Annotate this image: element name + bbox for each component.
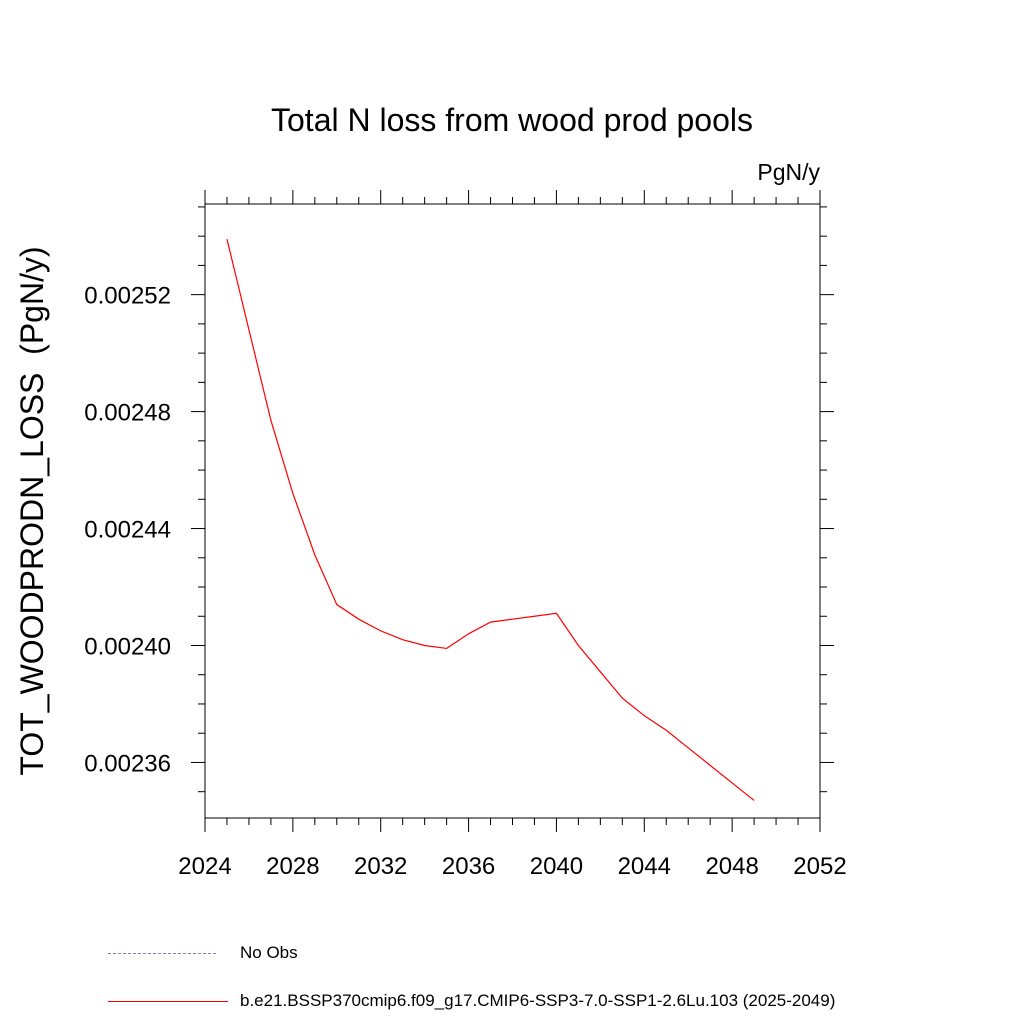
- y-tick-label: 0.00248: [84, 400, 171, 427]
- series-line: [226, 238, 755, 801]
- x-tick-labels: 2024 2028 2032 2036 2040 2044 2048 2052: [178, 853, 846, 880]
- y-tick-label: 0.00244: [84, 517, 171, 544]
- y-axis-label: TOT_WOODPRODN_LOSS (PgN/y): [14, 246, 50, 775]
- series-layer: [226, 238, 755, 801]
- plot-frame: [204, 203, 821, 819]
- y-tick-labels: 0.00236 0.00240 0.00244 0.00248 0.00252: [84, 283, 171, 778]
- y-tick-label: 0.00236: [84, 750, 171, 777]
- legend-label: b.e21.BSSP370cmip6.f09_g17.CMIP6-SSP3-7.…: [240, 991, 836, 1010]
- y-tick-label: 0.00240: [84, 633, 171, 660]
- x-tick-label: 2040: [530, 853, 583, 880]
- x-tick-label: 2048: [705, 853, 758, 880]
- legend-label: No Obs: [240, 943, 298, 962]
- legend-swatch-dashed: [108, 953, 216, 954]
- x-tick-label: 2024: [178, 853, 231, 880]
- x-tick-label: 2044: [618, 853, 671, 880]
- legend-swatch-solid: [108, 1001, 228, 1002]
- axis-ticks: [191, 190, 834, 832]
- x-tick-label: 2052: [793, 853, 846, 880]
- x-tick-label: 2032: [354, 853, 407, 880]
- y-tick-label: 0.00252: [84, 283, 171, 310]
- units-label: PgN/y: [757, 159, 820, 185]
- x-tick-label: 2036: [442, 853, 495, 880]
- x-tick-label: 2028: [266, 853, 319, 880]
- chart-title: Total N loss from wood prod pools: [271, 102, 753, 138]
